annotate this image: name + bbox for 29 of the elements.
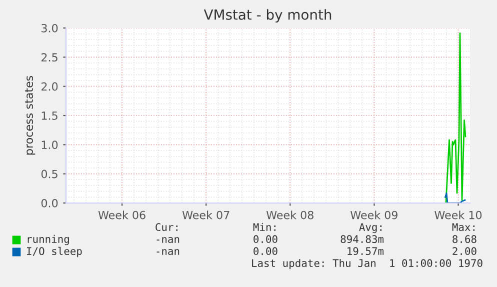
x-tick-label: Week 08 — [266, 210, 314, 220]
text: 0.00 — [254, 235, 278, 244]
x-tick-label: Week 07 — [182, 210, 230, 220]
y-tick-label: 2.0 — [42, 82, 58, 91]
x-tick-label: Week 09 — [350, 210, 398, 220]
y-tick-label: 0.5 — [41, 170, 58, 178]
text: Cur: — [156, 223, 178, 232]
chart-title: VMstat - by month — [204, 9, 332, 23]
text: Last update: Thu Jan 1 01:00:00 1970 — [252, 258, 482, 270]
y-tick-label: 1.0 — [42, 140, 58, 150]
text: Avg: — [359, 223, 382, 234]
y-tick-label: 0.0 — [41, 198, 58, 208]
text: 2.00 — [452, 247, 476, 256]
legend-label: I/O sleep — [27, 246, 82, 258]
y-tick-label: 3.0 — [42, 24, 58, 32]
text: 894.83m — [340, 235, 384, 244]
y-tick-label: 1.5 — [42, 112, 58, 120]
y-axis-title: process states — [25, 76, 36, 155]
text: 0.00 — [254, 247, 278, 256]
text: Max: — [452, 223, 474, 232]
text: -nan — [156, 237, 180, 244]
legend-label: running — [28, 234, 69, 246]
x-tick-label: Week 06 — [98, 210, 146, 220]
text: 8.68 — [452, 235, 476, 244]
text: 19.57m — [348, 247, 384, 256]
text: -nan — [156, 249, 180, 256]
y-tick-label: 2.5 — [42, 53, 58, 62]
x-tick-label: Week 10 — [434, 210, 482, 220]
text: Min: — [253, 222, 276, 231]
